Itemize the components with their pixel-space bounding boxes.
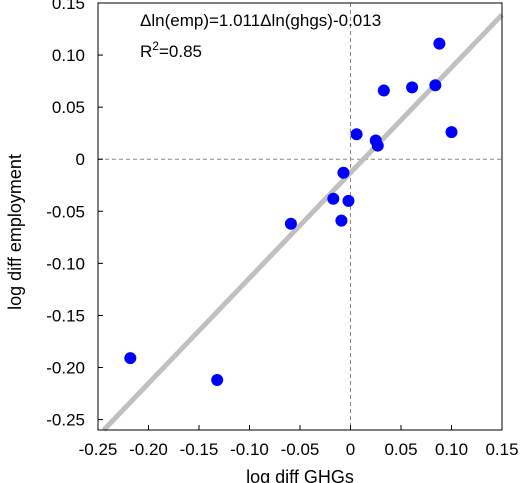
y-tick-label: -0.20: [46, 359, 85, 378]
fit-line-group: [101, 13, 504, 432]
x-tick-label: 0: [346, 440, 355, 459]
x-tick-label: 0.05: [384, 440, 417, 459]
data-point: [445, 126, 458, 139]
axes-frame: [97, 2, 503, 431]
y-tick-label: 0: [76, 150, 85, 169]
data-point: [371, 139, 384, 152]
x-tick-label: -0.20: [129, 440, 168, 459]
x-tick-label: -0.15: [180, 440, 219, 459]
y-tick-label: -0.05: [46, 202, 85, 221]
data-points: [124, 37, 458, 387]
data-point: [327, 192, 340, 205]
x-tick-label: 0.15: [485, 440, 518, 459]
x-axis-label: log diff GHGs: [246, 467, 354, 483]
y-tick-label: 0.05: [52, 98, 85, 117]
r-squared-label: R2=0.85: [140, 39, 202, 61]
data-point: [335, 214, 348, 227]
y-tick-label: 0.15: [52, 0, 85, 13]
x-tick-label: -0.05: [281, 440, 320, 459]
data-point: [433, 37, 446, 50]
y-axis-ticks: -0.25 -0.20 -0.15 -0.10 -0.05 0 0.05 0.10 0.15: [46, 0, 103, 430]
y-tick-label: 0.10: [52, 46, 85, 65]
x-tick-label: -0.10: [230, 440, 269, 459]
y-tick-label: -0.10: [46, 254, 85, 273]
reference-lines: [98, 3, 502, 430]
data-point: [350, 128, 363, 141]
data-point: [124, 352, 137, 365]
y-tick-label: -0.15: [46, 306, 85, 325]
data-point: [406, 81, 419, 94]
regression-equation: Δln(emp)=1.011Δln(ghgs)-0.013: [140, 11, 381, 30]
x-axis-ticks: -0.25 -0.20 -0.15 -0.10 -0.05 0 0.05 0.10 0.15: [79, 425, 519, 459]
x-tick-label: 0.10: [435, 440, 468, 459]
data-point: [377, 84, 390, 97]
regression-fit-line: [101, 13, 504, 432]
data-point: [429, 79, 442, 92]
data-point: [211, 374, 224, 387]
x-tick-label: -0.25: [79, 440, 118, 459]
data-point: [342, 194, 355, 207]
y-axis-label: log diff employment: [5, 154, 25, 310]
data-point: [337, 166, 350, 179]
data-point: [284, 217, 297, 230]
y-tick-label: -0.25: [46, 411, 85, 430]
